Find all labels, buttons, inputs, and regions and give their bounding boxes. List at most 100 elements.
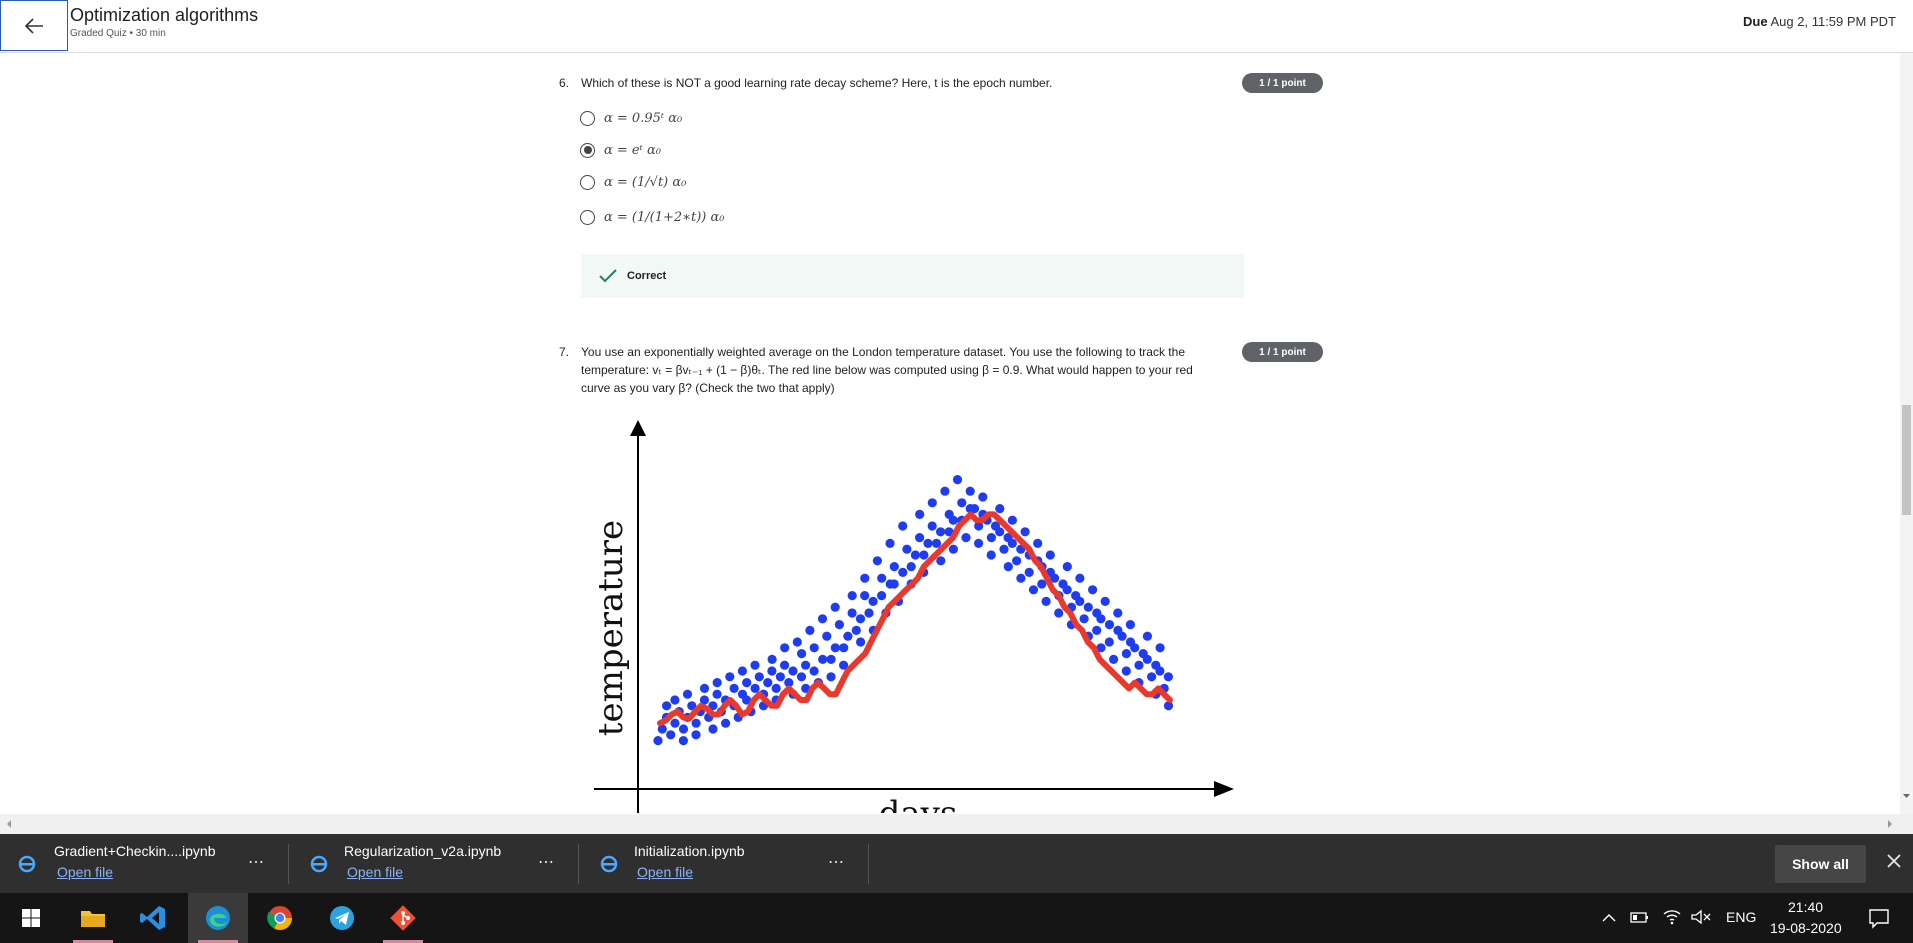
data-point — [763, 678, 773, 688]
edge-browser-icon — [206, 906, 230, 930]
taskbar-chrome[interactable] — [255, 893, 305, 943]
taskbar-edge[interactable] — [188, 893, 248, 943]
show-all-button[interactable]: Show all — [1775, 845, 1866, 883]
option-label: α = eᵗ α₀ — [604, 142, 661, 158]
data-point — [817, 614, 828, 624]
start-button[interactable] — [6, 893, 56, 943]
data-point — [818, 654, 828, 664]
x-axis-label: days — [879, 794, 958, 813]
data-point — [1003, 562, 1013, 572]
data-point — [699, 695, 709, 705]
chevron-right-icon[interactable] — [1885, 814, 1895, 834]
taskbar-file-explorer[interactable] — [68, 893, 118, 943]
notifications-icon[interactable] — [1868, 907, 1890, 929]
data-point — [801, 660, 811, 670]
data-point — [839, 660, 849, 670]
feedback-box: Correct — [581, 254, 1244, 298]
data-point — [1088, 585, 1098, 595]
data-point — [809, 666, 819, 676]
data-point — [737, 666, 747, 676]
answer-option-1[interactable]: α = 0.95ᵗ α₀ — [580, 107, 682, 129]
data-point — [948, 515, 958, 525]
chevron-left-icon[interactable] — [4, 814, 14, 834]
more-options-icon[interactable]: ⋯ — [828, 854, 845, 871]
data-point — [974, 521, 984, 531]
data-point — [1012, 556, 1022, 566]
data-point — [754, 672, 764, 682]
git-icon — [390, 905, 416, 931]
taskbar-git[interactable] — [378, 893, 428, 943]
volume-muted-icon[interactable] — [1690, 908, 1712, 926]
data-point — [678, 736, 688, 746]
wifi-icon[interactable] — [1662, 907, 1682, 925]
download-item[interactable]: Regularization_v2a.ipynb Open file ⋯ — [290, 834, 578, 893]
open-file-link[interactable]: Open file — [347, 864, 404, 880]
radio-button-selected[interactable] — [580, 142, 595, 158]
download-filename: Gradient+Checkin....ipynb — [54, 843, 216, 859]
answer-option-3[interactable]: α = (1/√t) α₀ — [580, 171, 686, 193]
radio-button[interactable] — [580, 110, 595, 126]
data-point — [826, 654, 836, 664]
scrollbar-thumb[interactable] — [1902, 405, 1911, 515]
close-icon[interactable] — [1885, 852, 1903, 870]
data-point — [771, 683, 781, 693]
checkmark-icon — [599, 269, 617, 283]
clock-date[interactable]: 19-08-2020 — [1770, 920, 1842, 936]
due-date: Due Aug 2, 11:59 PM PDT — [1743, 14, 1896, 29]
data-point — [974, 538, 984, 548]
chevron-up-icon[interactable] — [1602, 913, 1616, 923]
answer-option-4[interactable]: α = (1/(1+2∗t)) α₀ — [580, 206, 725, 228]
data-point — [657, 724, 667, 734]
open-file-link[interactable]: Open file — [57, 864, 114, 880]
more-options-icon[interactable]: ⋯ — [248, 854, 265, 871]
back-button[interactable] — [0, 0, 68, 51]
answer-option-2[interactable]: α = eᵗ α₀ — [580, 139, 661, 161]
quiz-content: 6. Which of these is NOT a good learning… — [0, 53, 1900, 814]
data-point — [864, 608, 874, 618]
download-item[interactable]: Initialization.ipynb Open file ⋯ — [580, 834, 868, 893]
horizontal-scrollbar[interactable] — [0, 814, 1913, 834]
data-point — [910, 550, 920, 560]
data-point — [721, 718, 731, 728]
data-point — [1142, 631, 1152, 641]
data-point — [1125, 620, 1135, 630]
option-label: α = 0.95ᵗ α₀ — [604, 110, 683, 126]
chrome-icon — [267, 906, 292, 931]
data-point — [750, 660, 760, 670]
radio-button[interactable] — [580, 209, 595, 225]
data-point — [851, 625, 861, 635]
feedback-label: Correct — [627, 270, 667, 282]
download-item[interactable]: Gradient+Checkin....ipynb Open file ⋯ — [0, 834, 288, 893]
data-point — [729, 683, 739, 693]
open-file-link[interactable]: Open file — [637, 864, 694, 880]
data-point — [847, 591, 857, 601]
data-point — [1109, 654, 1119, 664]
taskbar-telegram[interactable] — [317, 893, 367, 943]
data-point — [1100, 596, 1110, 606]
data-point — [1075, 573, 1085, 583]
data-point — [847, 608, 857, 618]
data-point — [792, 637, 802, 647]
data-point — [708, 701, 718, 711]
ie-file-icon — [18, 855, 36, 873]
data-point — [1104, 637, 1114, 647]
more-options-icon[interactable]: ⋯ — [538, 854, 555, 871]
clock-time[interactable]: 21:40 — [1788, 899, 1824, 915]
y-axis-arrow — [630, 420, 646, 436]
quiz-header: Optimization algorithms Graded Quiz • 30… — [0, 0, 1913, 53]
data-point — [885, 538, 895, 548]
data-point — [1121, 649, 1131, 659]
download-filename: Initialization.ipynb — [634, 843, 745, 859]
radio-button[interactable] — [580, 174, 595, 190]
data-point — [843, 631, 853, 641]
chevron-down-icon[interactable] — [1900, 791, 1913, 801]
data-point — [687, 701, 697, 711]
data-point — [1147, 672, 1157, 682]
input-language[interactable]: ENG — [1726, 909, 1757, 925]
data-point — [839, 643, 849, 653]
data-point — [1075, 596, 1085, 606]
divider — [288, 844, 289, 884]
data-point — [915, 509, 925, 519]
battery-icon[interactable] — [1630, 909, 1650, 925]
taskbar-vscode[interactable] — [128, 893, 178, 943]
